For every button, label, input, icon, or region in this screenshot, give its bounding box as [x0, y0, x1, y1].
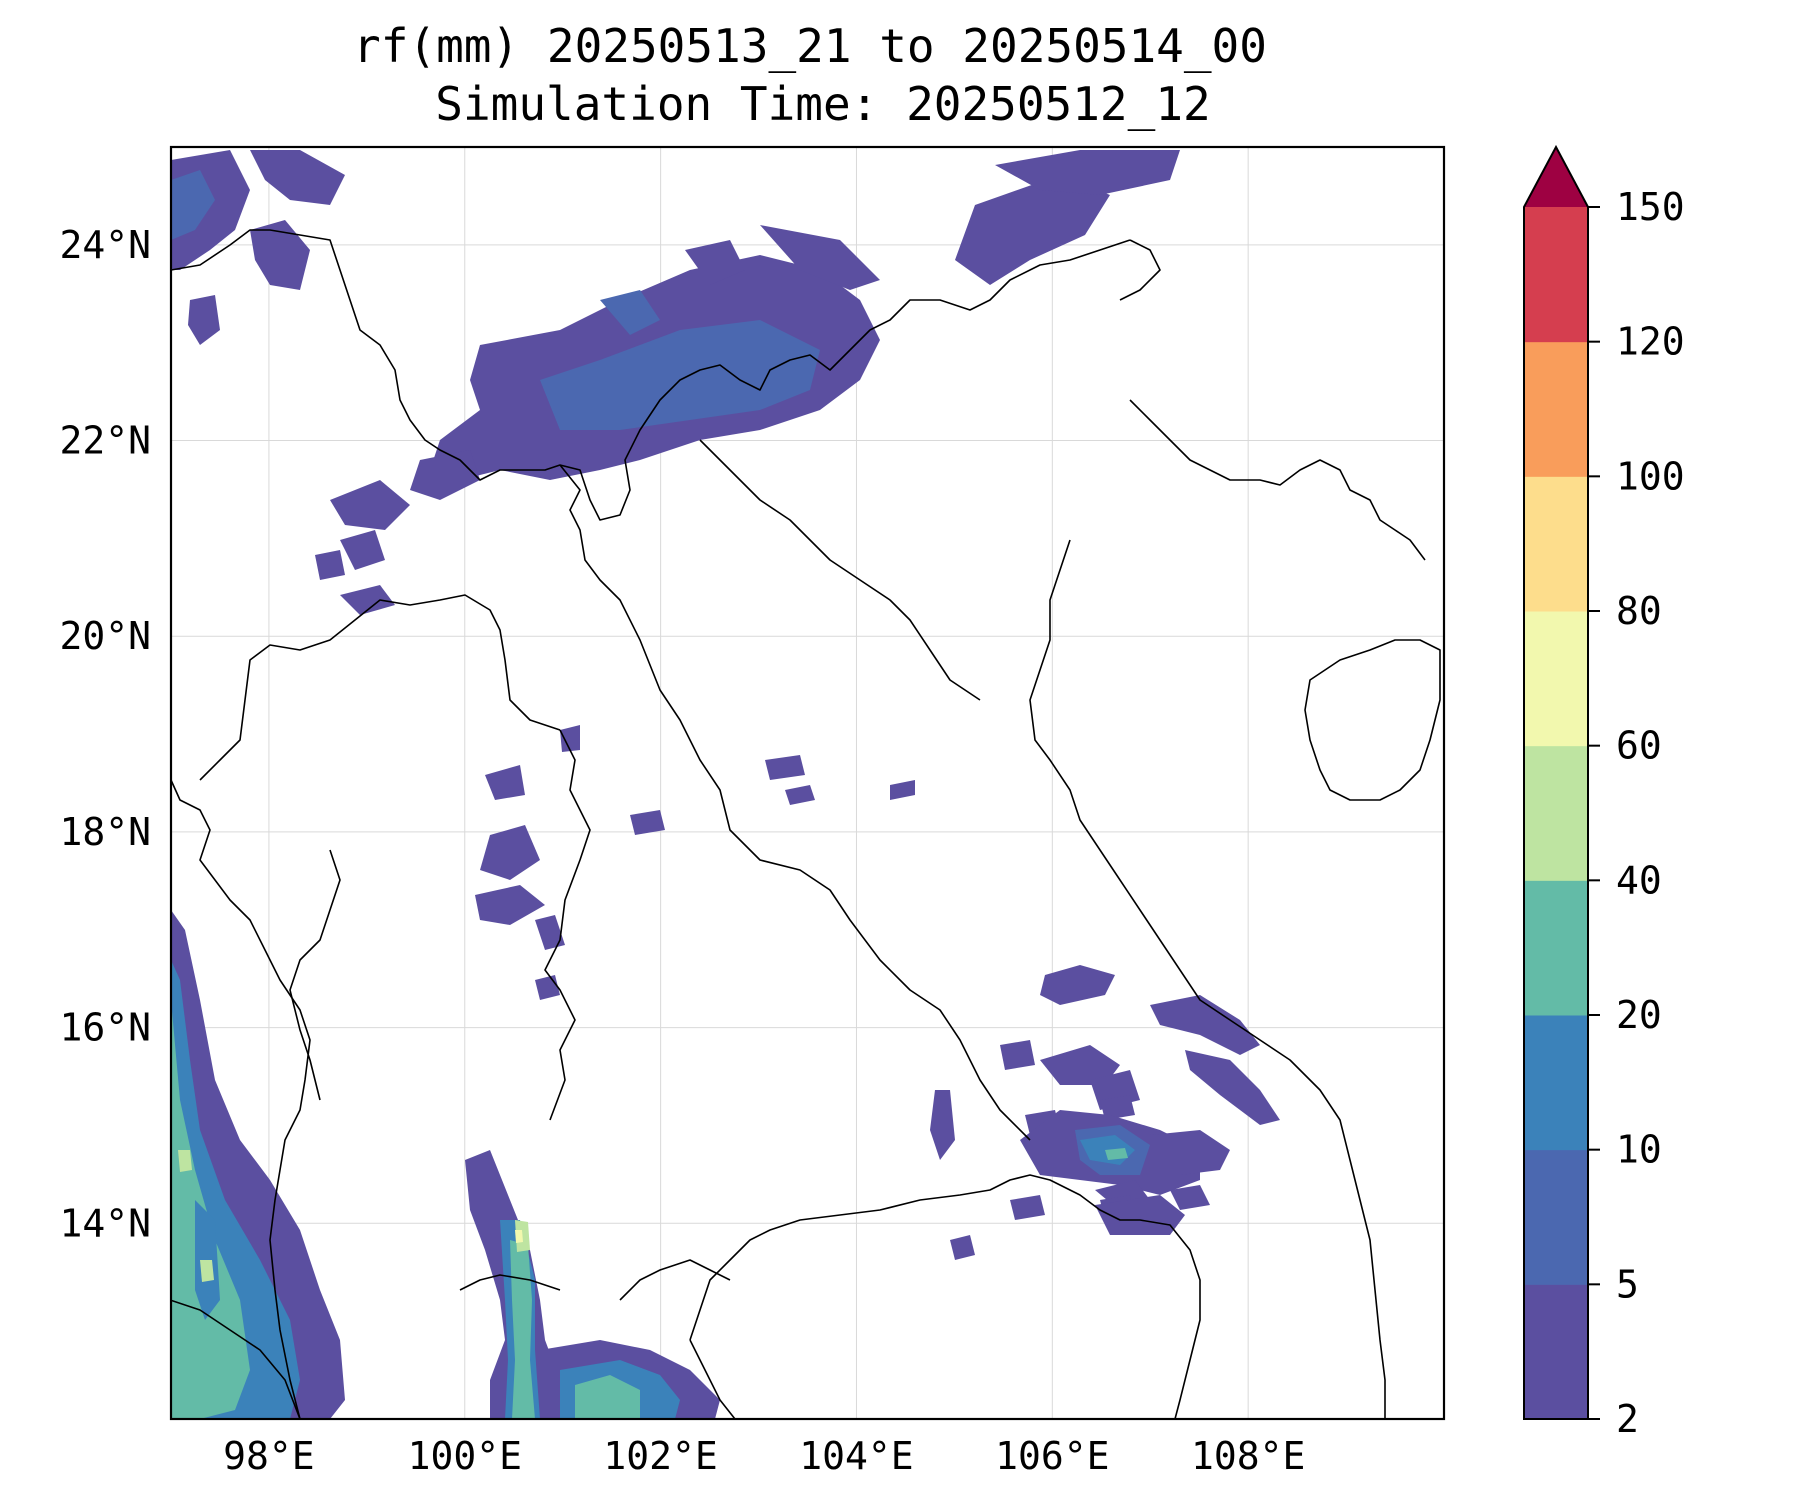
colorbar-tick-label: 5 [1616, 1262, 1639, 1306]
colorbar-segment [1524, 476, 1588, 612]
colorbar-tick-label: 40 [1616, 858, 1662, 902]
colorbar-extend-arrow [1524, 147, 1588, 207]
colorbar: 2 5 10 20 40 60 80 100 120 150 [1523, 144, 1685, 1441]
chart-subtitle: Simulation Time: 20250512_12 [435, 77, 1210, 131]
map-panel: 98°E 100°E 102°E 104°E 106°E 108°E 14°N 16°N 18… [59, 145, 1446, 1478]
colorbar-segment [1524, 207, 1588, 343]
y-tick-label: 16°N [59, 1006, 151, 1050]
colorbar-tick-label: 80 [1616, 589, 1662, 633]
y-tick-label: 20°N [59, 614, 151, 658]
x-tick-label: 102°E [603, 1434, 717, 1478]
colorbar-tick-label: 120 [1616, 320, 1685, 364]
x-tick-label: 100°E [408, 1434, 522, 1478]
colorbar-tick-label: 10 [1616, 1128, 1662, 1172]
x-tick-label: 98°E [223, 1434, 315, 1478]
colorbar-tick-label: 20 [1616, 993, 1662, 1037]
x-tick-label: 104°E [799, 1434, 913, 1478]
colorbar-frame [1523, 144, 1589, 1420]
colorbar-segment [1524, 745, 1588, 881]
coastlines-borders [171, 229, 1441, 1419]
x-tick-label: 106°E [995, 1434, 1109, 1478]
y-tick-label: 14°N [59, 1201, 151, 1245]
colorbar-segment [1524, 880, 1588, 1016]
colorbar-tick-label: 150 [1616, 185, 1685, 229]
colorbar-tick-label: 100 [1616, 454, 1685, 498]
y-tick-label: 24°N [59, 223, 151, 267]
x-axis-ticks: 98°E 100°E 102°E 104°E 106°E 108°E [223, 1434, 1305, 1478]
colorbar-segment [1524, 341, 1588, 477]
y-tick-label: 18°N [59, 810, 151, 854]
chart-title: rf(mm) 20250513_21 to 20250514_00 [353, 19, 1267, 73]
y-axis-ticks: 14°N 16°N 18°N 20°N 22°N 24°N [59, 223, 151, 1245]
rainfall-fill [171, 150, 1280, 1419]
colorbar-segment [1524, 1284, 1588, 1420]
colorbar-tick-label: 60 [1616, 724, 1662, 768]
map-frame [169, 145, 1446, 1421]
colorbar-tick-label: 2 [1616, 1397, 1639, 1441]
colorbar-segment [1524, 1015, 1588, 1151]
y-tick-label: 22°N [59, 419, 151, 463]
x-tick-label: 108°E [1191, 1434, 1305, 1478]
colorbar-segment [1524, 611, 1588, 747]
colorbar-segment [1524, 1149, 1588, 1285]
